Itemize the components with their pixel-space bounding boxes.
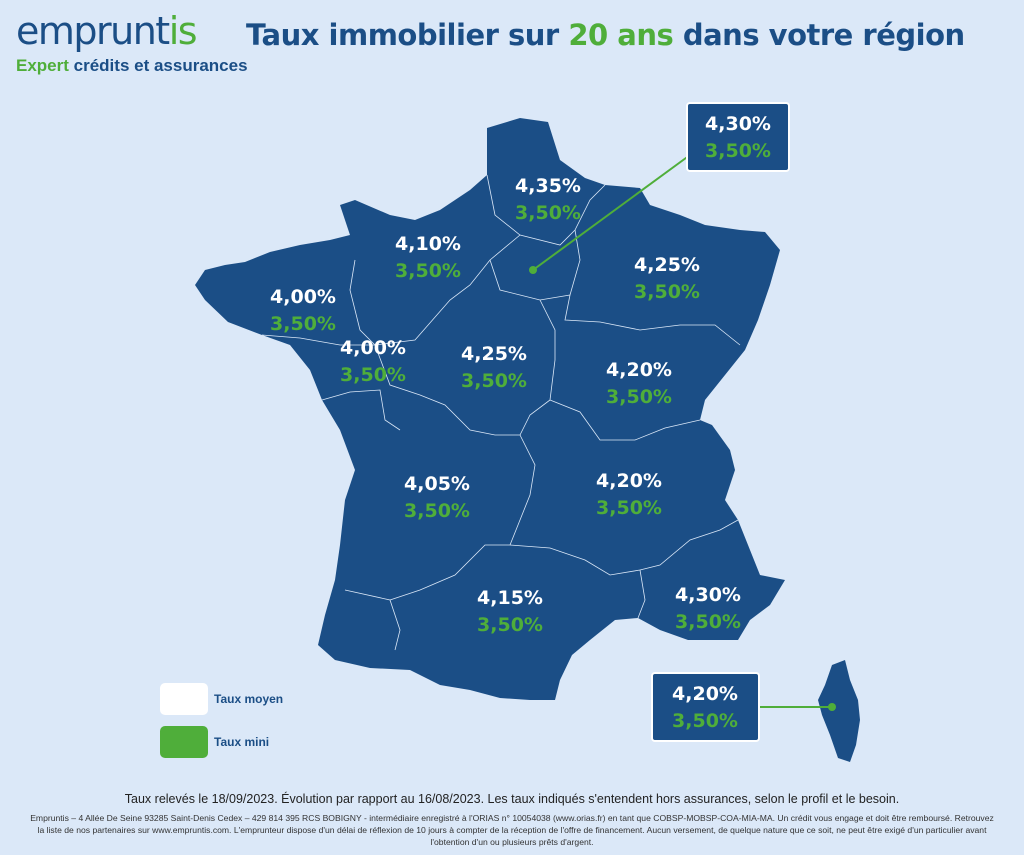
region-rate-nouvelle-aquitaine: 4,05% 3,50% [404, 473, 470, 522]
legend-item-avg: Taux moyen [160, 683, 283, 715]
region-borders [261, 174, 741, 651]
border-bfc-ara [549, 399, 701, 441]
border-normandie-bretagne [349, 259, 376, 346]
france-mainland [195, 118, 785, 700]
empruntis-logo: empruntis Expert crédits et assurances [16, 8, 248, 76]
footer-note: Taux relevés le 18/09/2023. Évolution pa… [124, 792, 900, 806]
legend-swatch-avg [160, 683, 208, 715]
idf-connector-line [532, 154, 691, 271]
border-paca-occ [637, 569, 646, 619]
mainland-shape [195, 118, 785, 700]
idf-callout-box: 4,30% 3,50% [686, 102, 790, 172]
border-pdl-na [321, 389, 401, 431]
border-idf-centre [489, 259, 571, 301]
region-rate-ile-de-france: 4,30% 3,50% [705, 113, 771, 162]
region-rate-grand-est: 4,25% 3,50% [634, 254, 700, 303]
region-rate-bretagne: 4,00% 3,50% [270, 286, 336, 335]
legal-disclaimer: Empruntis – 4 Allée De Seine 93285 Saint… [30, 813, 994, 847]
border-ara-paca [639, 519, 739, 571]
border-normandie-centre [374, 234, 521, 346]
region-rate-occitanie: 4,15% 3,50% [477, 587, 543, 636]
region-rate-centre-val-de-loire: 4,25% 3,50% [461, 343, 527, 392]
border-na-ara [509, 434, 536, 546]
region-rate-normandie: 4,10% 3,50% [395, 233, 461, 282]
border-hdf [486, 174, 606, 246]
region-rate-corse: 4,20% 3,50% [672, 683, 738, 732]
region-rate-hauts-de-france: 4,35% 3,50% [515, 175, 581, 224]
corse-callout-box: 4,20% 3,50% [651, 672, 760, 742]
region-rate-pays-de-la-loire: 4,00% 3,50% [340, 337, 406, 386]
border-bretagne-pdl [261, 334, 375, 346]
region-rate-auvergne-rhone-alpes: 4,20% 3,50% [596, 470, 662, 519]
legend-item-min: Taux mini [160, 726, 269, 758]
border-centre-bfc [519, 299, 556, 436]
page-title: Taux immobilier sur 20 ans dans votre ré… [246, 18, 965, 52]
border-occ-ara [509, 544, 641, 576]
border-grand-est [564, 229, 741, 346]
corsica-shape [818, 660, 860, 762]
corse-connector-dot [828, 703, 836, 711]
idf-connector-dot [529, 266, 537, 274]
border-centre-na [374, 344, 520, 436]
logo-tagline: Expert crédits et assurances [16, 56, 248, 75]
region-rate-bourgogne-franche-comte: 4,20% 3,50% [606, 359, 672, 408]
legend-swatch-min [160, 726, 208, 758]
corsica-island [818, 660, 860, 762]
logo-wordmark: empruntis [16, 9, 198, 53]
region-rate-paca: 4,30% 3,50% [675, 584, 741, 633]
border-na-occ [344, 544, 510, 651]
